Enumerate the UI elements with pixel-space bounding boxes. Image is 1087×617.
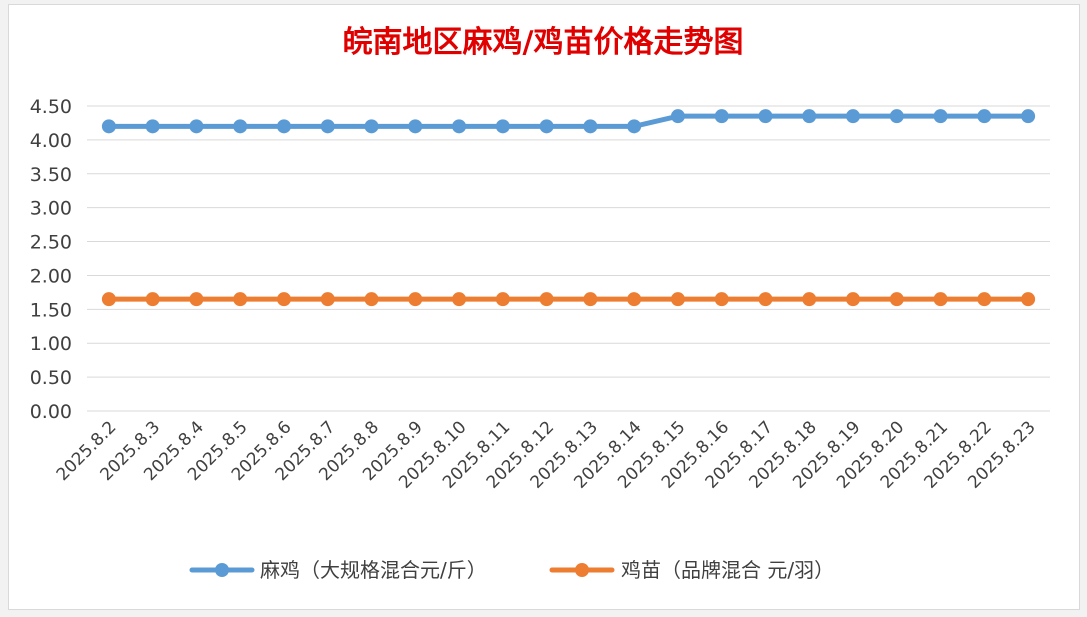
data-point <box>539 119 554 134</box>
data-point <box>846 109 861 124</box>
data-point <box>320 119 335 134</box>
data-point <box>145 292 160 307</box>
data-point <box>802 109 817 124</box>
data-point <box>802 292 817 307</box>
y-tick-label: 0.00 <box>30 401 72 423</box>
data-point <box>889 292 904 307</box>
data-point <box>670 292 685 307</box>
data-point <box>977 109 992 124</box>
data-point <box>583 119 598 134</box>
data-point <box>145 119 160 134</box>
data-point <box>714 292 729 307</box>
data-point <box>408 119 423 134</box>
y-tick-label: 2.50 <box>30 232 72 254</box>
data-point <box>101 292 116 307</box>
data-point <box>189 119 204 134</box>
data-point <box>758 109 773 124</box>
legend-swatch-dot-majie <box>215 563 229 577</box>
data-point <box>1021 292 1036 307</box>
data-point <box>101 119 116 134</box>
data-point <box>714 109 729 124</box>
y-tick-label: 1.50 <box>30 299 72 321</box>
data-point <box>364 292 379 307</box>
y-tick-label: 4.50 <box>30 96 72 118</box>
x-axis-ticks: 2025.8.22025.8.32025.8.42025.8.52025.8.6… <box>53 417 1040 492</box>
legend-swatch-dot-jimiao <box>575 563 589 577</box>
data-point <box>189 292 204 307</box>
data-point <box>233 292 248 307</box>
y-tick-label: 4.00 <box>30 130 72 152</box>
legend-label-jimiao: 鸡苗（品牌混合 元/羽） <box>621 558 834 582</box>
y-tick-label: 3.00 <box>30 198 72 220</box>
data-point <box>670 109 685 124</box>
data-point <box>889 109 904 124</box>
data-point <box>408 292 423 307</box>
data-point <box>452 119 467 134</box>
legend: 麻鸡（大规格混合元/斤） 鸡苗（品牌混合 元/羽） <box>189 558 834 582</box>
data-point <box>276 119 291 134</box>
data-point <box>758 292 773 307</box>
series-group <box>101 109 1036 307</box>
data-point <box>276 292 291 307</box>
series-line-0 <box>106 113 1031 129</box>
data-point <box>364 119 379 134</box>
chart-title: 皖南地区麻鸡/鸡苗价格走势图 <box>343 25 744 60</box>
gridlines <box>87 105 1050 412</box>
data-point <box>977 292 992 307</box>
data-point <box>846 292 861 307</box>
y-tick-label: 0.50 <box>30 367 72 389</box>
data-point <box>233 119 248 134</box>
data-point <box>495 292 510 307</box>
data-point <box>320 292 335 307</box>
data-point <box>1021 109 1036 124</box>
data-point <box>539 292 554 307</box>
data-point <box>583 292 598 307</box>
data-point <box>452 292 467 307</box>
data-point <box>933 292 948 307</box>
y-axis-ticks: 0.00 0.50 1.00 1.50 2.00 2.50 3.00 3.50 4.00 4.50 <box>30 96 72 423</box>
y-tick-label: 2.00 <box>30 265 72 287</box>
y-tick-label: 1.00 <box>30 333 72 355</box>
y-tick-label: 3.50 <box>30 164 72 186</box>
chart-frame <box>8 4 1080 610</box>
data-point <box>627 292 642 307</box>
data-point <box>933 109 948 124</box>
data-point <box>495 119 510 134</box>
legend-label-majie: 麻鸡（大规格混合元/斤） <box>260 558 487 582</box>
data-point <box>627 119 642 134</box>
